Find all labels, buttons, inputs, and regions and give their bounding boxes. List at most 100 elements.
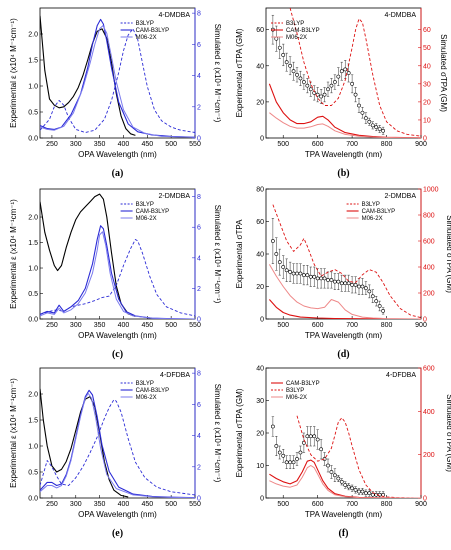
series-line: [40, 231, 195, 319]
series-cam-b3lyp: [268, 83, 421, 138]
y2-tick-label: 1000: [423, 187, 439, 194]
x-axis-label: OPA Wavelength (nm): [78, 150, 157, 159]
data-point: [295, 72, 299, 77]
data-point: [346, 281, 351, 286]
x-tick-label: 700: [346, 322, 358, 329]
y2-tick-label: 600: [423, 239, 435, 246]
panel-caption: (a): [112, 168, 124, 179]
panel-caption: (d): [337, 349, 349, 360]
data-point: [329, 83, 334, 88]
data-point: [308, 87, 313, 92]
series-line: [272, 204, 421, 319]
x-tick-label: 450: [141, 322, 153, 329]
data-point: [291, 69, 296, 74]
y-tick-label: 1.0: [28, 444, 38, 451]
series-line: [268, 83, 421, 138]
series-m06-2x: [269, 465, 421, 498]
series-b3lyp: [40, 28, 195, 133]
x-tick-label: 500: [165, 141, 177, 148]
series-line: [40, 193, 136, 318]
series-line: [40, 389, 195, 498]
x-tick-label: 700: [346, 501, 358, 508]
series-m06-2x: [40, 25, 195, 138]
data-point: [367, 491, 372, 496]
y-axis-label: Experimental ε (x10⁴ M⁻¹cm⁻¹): [9, 18, 18, 128]
data-point: [274, 252, 279, 256]
y-tick-label: 40: [256, 63, 264, 70]
legend-label: CAM-B3LYP: [286, 381, 320, 387]
y-tick-label: 80: [256, 187, 264, 194]
data-point: [377, 492, 382, 497]
data-point: [274, 444, 279, 448]
y2-tick-label: 8: [197, 371, 201, 378]
series-m06-2x: [269, 112, 421, 138]
x-tick-label: 900: [415, 141, 427, 148]
data-point: [284, 60, 289, 65]
x-tick-label: 600: [312, 141, 324, 148]
plot-frame: [265, 188, 422, 320]
x-tick-label: 250: [46, 501, 58, 508]
series-line: [268, 299, 421, 319]
data-point: [305, 273, 310, 278]
x-tick-label: 450: [141, 501, 153, 508]
legend-label: CAM-B3LYP: [136, 388, 170, 394]
data-point: [288, 460, 293, 465]
data-point: [329, 278, 334, 282]
panel-caption: (c): [112, 349, 123, 360]
data-point: [281, 265, 286, 269]
data-point: [377, 127, 382, 131]
y-axis-label: Experimental ε (x10⁴ M⁻¹cm⁻¹): [9, 378, 18, 488]
panel-title: 2-DMDBA: [158, 193, 190, 200]
data-point: [277, 45, 282, 50]
data-point: [295, 457, 299, 461]
x-tick-label: 400: [118, 322, 130, 329]
y2-tick-label: 30: [423, 81, 431, 88]
series-b3lyp: [40, 239, 195, 317]
y2-tick-label: 8: [197, 11, 201, 18]
panel-title: 4-DFDBA: [160, 372, 190, 379]
x-tick-label: 500: [277, 141, 289, 148]
data-point: [270, 239, 275, 243]
x-tick-label: 400: [118, 141, 130, 148]
data-point: [377, 304, 382, 308]
data-point: [346, 484, 351, 489]
x-tick-label: 500: [277, 322, 289, 329]
panel-a: 250 300 350 400 450 500 550 0.0 0.5 1.0 1.5 2.0 0 2 4 6…: [9, 7, 222, 179]
data-point: [315, 437, 320, 442]
y-tick-label: 30: [256, 398, 264, 405]
data-point: [298, 76, 303, 81]
data-point: [291, 271, 296, 276]
legend-label: B3LYP: [362, 202, 380, 208]
series-b3lyp: [296, 415, 421, 498]
y2-tick-label: 0: [197, 136, 201, 143]
data-point: [360, 284, 365, 289]
data-point: [301, 273, 306, 278]
y2-tick-label: 200: [423, 291, 435, 298]
x-tick-label: 900: [415, 322, 427, 329]
x-tick-label: 500: [165, 501, 177, 508]
y2-tick-label: 50: [423, 45, 431, 52]
data-point: [367, 289, 372, 294]
plot-frame: [39, 7, 196, 139]
data-point: [274, 36, 279, 41]
y2-tick-label: 2: [197, 286, 201, 293]
series-line: [268, 264, 421, 319]
series-line: [40, 15, 136, 136]
x-tick-label: 250: [46, 141, 58, 148]
y2-tick-label: 8: [197, 194, 201, 201]
y2-tick-label: 6: [197, 225, 201, 232]
x-tick-label: 900: [415, 501, 427, 508]
y2-tick-label: 0: [423, 136, 427, 143]
y-tick-label: 40: [256, 252, 264, 259]
x-tick-label: 800: [381, 141, 393, 148]
y2-tick-label: 6: [197, 402, 201, 409]
series-m06-2x: [268, 264, 421, 319]
data-point: [312, 274, 317, 279]
series-experimental: [40, 388, 129, 498]
data-point: [360, 110, 365, 115]
x-tick-label: 350: [94, 322, 106, 329]
series-cam-b3lyp: [269, 459, 421, 498]
data-point: [346, 71, 351, 75]
y2-tick-label: 20: [423, 99, 431, 106]
